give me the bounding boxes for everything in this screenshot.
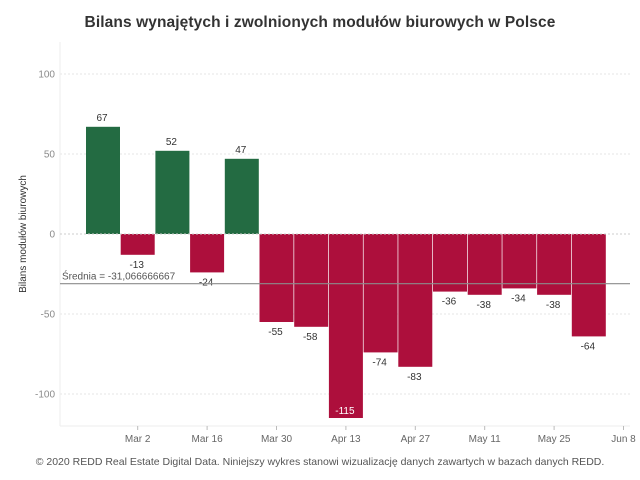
bar[interactable] — [328, 234, 363, 418]
bar[interactable] — [86, 126, 120, 234]
bar[interactable] — [571, 234, 606, 337]
chart-title: Bilans wynajętych i zwolnionych modułów … — [84, 14, 556, 31]
bar[interactable] — [294, 234, 329, 327]
bar[interactable] — [120, 234, 155, 255]
bar[interactable] — [398, 234, 433, 367]
x-tick-label: Apr 27 — [401, 434, 431, 445]
bar[interactable] — [363, 234, 398, 353]
data-label: -38 — [546, 300, 561, 311]
data-labels: 67 -13 52 -24 47 -55 -58 -115 -74 -83 -36 -38 -34 -38… — [96, 113, 595, 417]
bar[interactable] — [155, 150, 190, 234]
bar[interactable] — [467, 234, 502, 295]
bar[interactable] — [537, 234, 572, 295]
bar[interactable] — [224, 158, 259, 234]
data-label: -74 — [372, 357, 387, 368]
data-label: 47 — [235, 145, 247, 156]
bars — [86, 126, 606, 418]
bar[interactable] — [190, 234, 225, 273]
data-label: -58 — [303, 332, 318, 343]
x-tick-label: Mar 16 — [192, 434, 224, 445]
x-tick-label: Apr 13 — [331, 434, 361, 445]
data-label: 52 — [166, 137, 178, 148]
data-label: -13 — [129, 260, 144, 271]
copyright-footer: © 2020 REDD Real Estate Digital Data. Ni… — [35, 456, 605, 468]
y-tick-label: 0 — [49, 230, 55, 241]
x-tick-label: Mar 2 — [125, 434, 151, 445]
data-label: -36 — [442, 297, 457, 308]
data-label: -55 — [268, 327, 283, 338]
data-label: -83 — [407, 372, 422, 383]
data-label: 67 — [96, 113, 108, 124]
y-tick-label: 100 — [38, 70, 55, 81]
x-tick-label: May 25 — [538, 434, 571, 445]
y-axis-label: Bilans modułów biurowych — [18, 175, 29, 293]
data-label: -64 — [581, 341, 596, 352]
x-tick-label: Jun 8 — [611, 434, 636, 445]
y-tick-label: -50 — [41, 310, 56, 321]
x-axis-ticks: Mar 2 Mar 16 Mar 30 Apr 13 Apr 27 May 11 May 2… — [125, 426, 636, 445]
x-tick-label: Mar 30 — [261, 434, 293, 445]
data-label: -115 — [335, 406, 355, 417]
y-axis-ticks: 100 50 0 -50 -100 — [35, 70, 55, 401]
bar[interactable] — [259, 234, 294, 322]
data-label: -38 — [476, 300, 491, 311]
average-label: Średnia = -31,066666667 — [62, 270, 176, 283]
y-tick-label: 50 — [44, 150, 56, 161]
bar[interactable] — [433, 234, 467, 292]
y-tick-label: -100 — [35, 390, 55, 401]
x-tick-label: May 11 — [469, 434, 501, 445]
data-label: -24 — [199, 277, 214, 288]
bar[interactable] — [502, 234, 537, 289]
data-label: -34 — [511, 293, 526, 304]
